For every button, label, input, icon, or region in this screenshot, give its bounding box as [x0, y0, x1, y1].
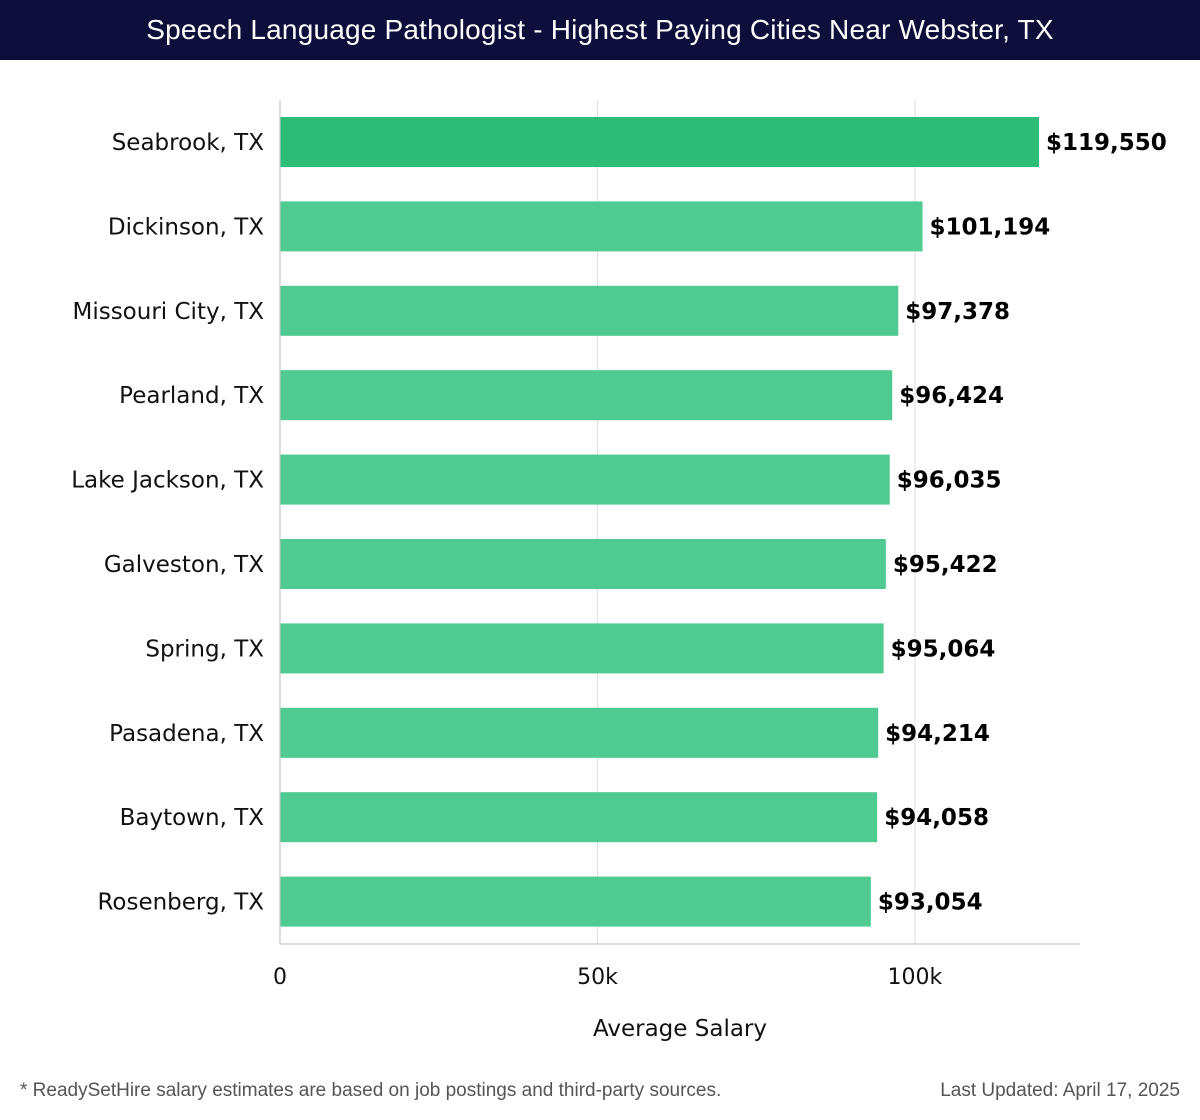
data-label: $97,378 [905, 299, 1010, 325]
category-label: Missouri City, TX [72, 299, 264, 325]
bar [280, 539, 886, 589]
footer-updated: Last Updated: April 17, 2025 [940, 1080, 1180, 1101]
chart-title: Speech Language Pathologist - Highest Pa… [0, 0, 1200, 60]
category-label: Baytown, TX [120, 805, 265, 831]
x-axis-title: Average Salary [593, 1016, 767, 1042]
data-label: $95,064 [891, 636, 996, 662]
category-label: Galveston, TX [104, 552, 264, 578]
x-tick-label: 50k [577, 965, 618, 990]
category-label: Pearland, TX [119, 383, 264, 409]
footer-note: * ReadySetHire salary estimates are base… [20, 1080, 722, 1101]
bar [280, 792, 878, 843]
x-tick-label: 0 [273, 965, 287, 990]
bar [280, 285, 899, 336]
data-label: $101,194 [930, 214, 1051, 240]
category-label: Seabrook, TX [112, 130, 265, 156]
data-label: $94,214 [885, 721, 990, 747]
bar [280, 201, 923, 252]
bar [280, 370, 893, 421]
bar [280, 117, 1040, 167]
salary-bar-chart: 0 50k 100k Seabrook, TX $119,550 Dickinson, T… [71, 100, 1167, 1042]
data-label: $96,035 [897, 468, 1002, 494]
category-label: Lake Jackson, TX [71, 468, 264, 494]
bar [280, 876, 871, 927]
bar [280, 623, 884, 674]
x-tick-label: 100k [888, 965, 943, 990]
data-label: $95,422 [893, 552, 998, 578]
bar [280, 454, 890, 505]
data-label: $93,054 [878, 890, 983, 916]
category-label: Dickinson, TX [108, 214, 264, 240]
data-label: $94,058 [884, 805, 989, 831]
category-label: Spring, TX [145, 636, 264, 662]
category-label: Pasadena, TX [109, 721, 264, 747]
data-label: $119,550 [1046, 130, 1167, 156]
bar [280, 707, 879, 758]
data-label: $96,424 [899, 383, 1004, 409]
category-label: Rosenberg, TX [97, 890, 264, 916]
